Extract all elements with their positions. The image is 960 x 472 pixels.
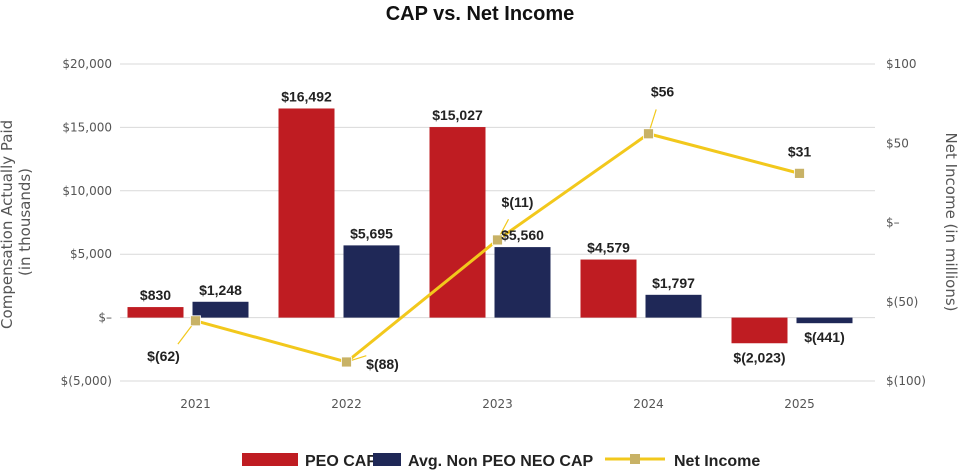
x-tick-label: 2024 <box>633 397 664 411</box>
left-tick-label: $– <box>98 311 112 325</box>
x-tick-label: 2022 <box>331 397 362 411</box>
left-tick-label: $5,000 <box>70 247 112 261</box>
right-tick-label: $100 <box>886 57 917 71</box>
net-income-marker-2025 <box>794 167 805 179</box>
label-peo-cap-2021: $830 <box>140 287 171 303</box>
legend-swatch-neo-cap <box>373 453 401 466</box>
bar-peo-cap-2024 <box>580 259 637 318</box>
legend-swatch-peo-cap <box>242 453 298 466</box>
bar-avg-non-peo-neo-cap-2025 <box>796 317 853 324</box>
x-tick-label: 2023 <box>482 397 513 411</box>
data-labels: $830 $16,492 $15,027 $4,579 $(2,023) $1,248 $5… <box>140 84 845 372</box>
left-tick-label: $15,000 <box>62 120 112 134</box>
label-avg-non-peo-neo-cap-2024: $1,797 <box>652 275 695 291</box>
label-net-income-2023: $(11) <box>502 194 534 210</box>
right-tick-label: $(50) <box>886 295 918 309</box>
legend-marker-net-income <box>630 454 640 464</box>
left-axis-title-line1: Compensation Actually Paid <box>0 120 16 329</box>
label-peo-cap-2022: $16,492 <box>281 88 332 104</box>
left-tick-label: $20,000 <box>62 57 112 71</box>
label-net-income-2025: $31 <box>788 143 812 159</box>
legend: PEO CAP Avg. Non PEO NEO CAP Net Income <box>242 453 760 470</box>
chart-title: CAP vs. Net Income <box>386 3 575 25</box>
net-income-marker-2022 <box>341 356 352 368</box>
bars <box>127 108 853 344</box>
left-axis: $20,000 $15,000 $10,000 $5,000 $– $(5,000) <box>61 57 112 388</box>
label-peo-cap-2023: $15,027 <box>432 107 483 123</box>
legend-label-net-income: Net Income <box>674 453 760 470</box>
label-net-income-2022: $(88) <box>366 356 399 372</box>
bar-avg-non-peo-neo-cap-2022 <box>343 245 400 318</box>
label-peo-cap-2024: $4,579 <box>587 240 630 256</box>
bar-peo-cap-2025 <box>731 317 788 344</box>
label-peo-cap-2025: $(2,023) <box>733 349 785 365</box>
right-tick-label: $50 <box>886 136 909 150</box>
net-income-marker-2024 <box>643 128 654 140</box>
net-income-marker-2023 <box>492 234 503 246</box>
right-axis: $100 $50 $– $(50) $(100) <box>886 57 926 388</box>
right-tick-label: $– <box>886 216 900 230</box>
x-axis: 2021 2022 2023 2024 2025 <box>180 397 815 411</box>
label-net-income-2024: $56 <box>651 84 675 100</box>
legend-label-neo-cap: Avg. Non PEO NEO CAP <box>408 453 594 470</box>
left-tick-label: $(5,000) <box>61 374 112 388</box>
bar-avg-non-peo-neo-cap-2024 <box>645 294 702 318</box>
bar-avg-non-peo-neo-cap-2021 <box>192 301 249 318</box>
bar-avg-non-peo-neo-cap-2023 <box>494 247 551 318</box>
label-avg-non-peo-neo-cap-2023: $5,560 <box>501 227 544 243</box>
bar-peo-cap-2022 <box>278 108 335 318</box>
label-avg-non-peo-neo-cap-2025: $(441) <box>804 329 844 345</box>
right-tick-label: $(100) <box>886 374 926 388</box>
net-income-marker-2021 <box>190 315 201 327</box>
bar-peo-cap-2021 <box>127 307 184 318</box>
right-axis-title: Net Income (in millions) <box>942 133 960 312</box>
left-tick-label: $10,000 <box>62 184 112 198</box>
left-axis-title: Compensation Actually Paid (in thousands… <box>0 115 34 329</box>
label-net-income-2021: $(62) <box>147 348 180 364</box>
net-income-line <box>177 109 805 368</box>
left-axis-title-line2: (in thousands) <box>16 168 34 276</box>
x-tick-label: 2025 <box>784 397 815 411</box>
legend-label-peo-cap: PEO CAP <box>305 453 377 470</box>
label-avg-non-peo-neo-cap-2022: $5,695 <box>350 225 393 241</box>
x-tick-label: 2021 <box>180 397 211 411</box>
label-avg-non-peo-neo-cap-2021: $1,248 <box>199 282 242 298</box>
